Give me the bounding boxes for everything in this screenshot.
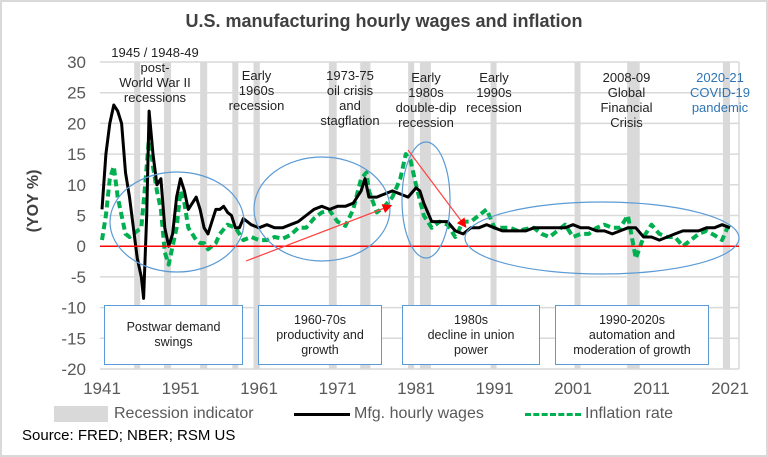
annotation-gfc: 2008-09 Global Financial Crisis bbox=[600, 70, 653, 130]
y-tick-label: 5 bbox=[77, 207, 86, 226]
x-tick-label: 1981 bbox=[397, 379, 435, 398]
chart-title: U.S. manufacturing hourly wages and infl… bbox=[185, 11, 583, 31]
y-tick-label: 0 bbox=[77, 237, 86, 256]
x-tick-label: 1961 bbox=[240, 379, 278, 398]
x-tick-label: 1971 bbox=[319, 379, 357, 398]
box-1980s: 1980s decline in union power bbox=[402, 305, 540, 365]
annotation-postwar: 1945 / 1948-49 post- World War II recess… bbox=[111, 45, 199, 105]
trend-arrow-down bbox=[407, 149, 467, 228]
legend-recession-swatch bbox=[54, 406, 108, 422]
annotation-covid: 2020-21 COVID-19 pandemic bbox=[690, 70, 750, 115]
legend-inflation-swatch bbox=[525, 412, 581, 416]
annotation-early-1980s: Early 1980s double-dip recession bbox=[395, 70, 457, 130]
period-ellipse bbox=[109, 171, 245, 273]
source-note: Source: FRED; NBER; RSM US bbox=[22, 427, 236, 444]
x-tick-label: 1951 bbox=[162, 379, 200, 398]
y-tick-label: -20 bbox=[61, 360, 86, 379]
box-1960-70s: 1960-70s productivity and growth bbox=[258, 305, 382, 365]
y-tick-label: 30 bbox=[67, 53, 86, 72]
series-inflation-line bbox=[100, 133, 732, 267]
annotation-early-1960s: Early 1960s recession bbox=[228, 68, 285, 113]
trend-arrow-up bbox=[245, 204, 393, 262]
x-tick-label: 1991 bbox=[476, 379, 514, 398]
series-wages-line bbox=[100, 103, 731, 300]
y-tick-label: -5 bbox=[71, 268, 86, 287]
y-tick-label: 10 bbox=[67, 176, 86, 195]
annotation-early-1990s: Early 1990s recession bbox=[466, 70, 522, 115]
period-ellipse bbox=[401, 141, 451, 259]
annotation-oil-crisis: 1973-75 oil crisis and stagflation bbox=[320, 68, 380, 128]
box-1990-2020s: 1990-2020s automation and moderation of … bbox=[555, 305, 709, 365]
y-tick-label: 25 bbox=[67, 84, 86, 103]
legend-recession: Recession indicator bbox=[54, 405, 254, 423]
legend-recession-label: Recession indicator bbox=[114, 405, 254, 422]
y-tick-label: -15 bbox=[61, 329, 86, 348]
y-tick-label: 15 bbox=[67, 145, 86, 164]
x-tick-label: 2001 bbox=[554, 379, 592, 398]
legend-wages-swatch bbox=[294, 412, 350, 416]
legend-inflation: Inflation rate bbox=[525, 405, 673, 423]
x-tick-label: 2011 bbox=[633, 379, 670, 398]
y-tick-label: -10 bbox=[61, 299, 86, 318]
legend-wages-label: Mfg. hourly wages bbox=[354, 405, 484, 422]
period-ellipse bbox=[464, 201, 740, 275]
legend-inflation-label: Inflation rate bbox=[585, 405, 674, 422]
box-postwar-demand: Postwar demand swings bbox=[104, 305, 243, 365]
legend-wages: Mfg. hourly wages bbox=[294, 405, 484, 423]
x-tick-label: 1941 bbox=[83, 379, 121, 398]
y-tick-label: 20 bbox=[67, 114, 86, 133]
x-tick-label: 2021 bbox=[711, 379, 749, 398]
